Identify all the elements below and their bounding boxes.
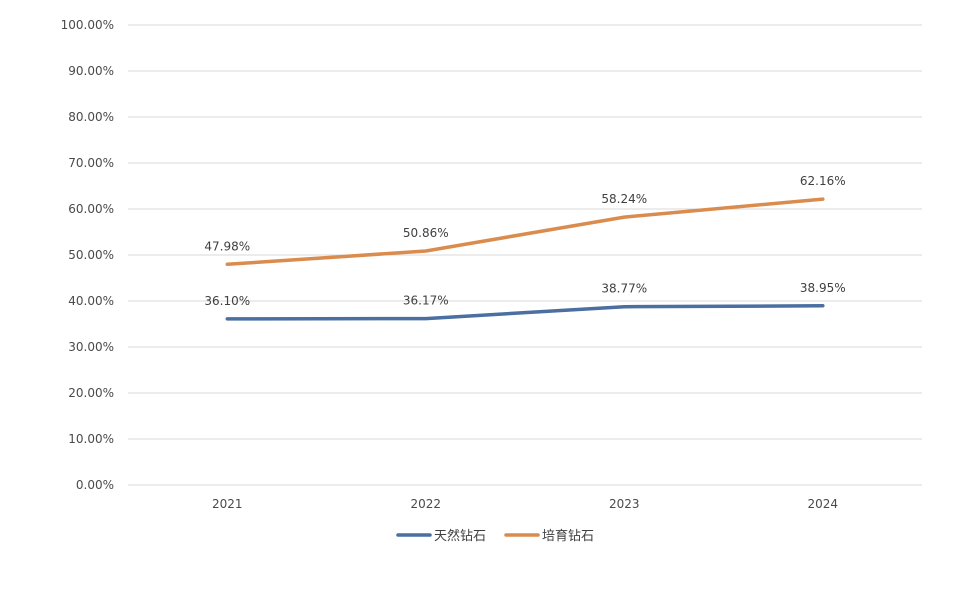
y-tick-label: 60.00% (68, 202, 114, 216)
y-axis-tick-labels: 0.00% 10.00% 20.00% 30.00% 40.00% 50.00% 60.00… (61, 18, 114, 492)
y-tick-label: 0.00% (76, 478, 114, 492)
data-labels: 36.10% 36.17% 38.77% 38.95% 47.98% 50.86% 58.2… (204, 174, 845, 308)
data-label: 50.86% (403, 226, 449, 240)
y-tick-label: 10.00% (68, 432, 114, 446)
data-label: 62.16% (800, 174, 846, 188)
x-tick-label: 2022 (410, 497, 441, 511)
y-tick-label: 40.00% (68, 294, 114, 308)
data-label: 36.17% (403, 294, 449, 308)
data-label: 58.24% (601, 192, 647, 206)
data-label: 36.10% (204, 294, 250, 308)
data-label: 38.77% (601, 282, 647, 296)
legend: 天然钻石 培育钻石 (398, 528, 594, 544)
data-label: 47.98% (204, 239, 250, 253)
x-tick-label: 2023 (609, 497, 640, 511)
y-tick-label: 20.00% (68, 386, 114, 400)
x-tick-label: 2021 (212, 497, 243, 511)
legend-label: 天然钻石 (434, 528, 486, 544)
y-tick-label: 30.00% (68, 340, 114, 354)
y-tick-label: 50.00% (68, 248, 114, 262)
y-tick-label: 80.00% (68, 110, 114, 124)
x-axis-tick-labels: 2021 2022 2023 2024 (212, 497, 838, 511)
data-label: 38.95% (800, 281, 846, 295)
gridlines (128, 25, 922, 485)
y-tick-label: 70.00% (68, 156, 114, 170)
x-tick-label: 2024 (807, 497, 838, 511)
series-line (227, 306, 823, 319)
y-tick-label: 90.00% (68, 64, 114, 78)
y-tick-label: 100.00% (61, 18, 114, 32)
legend-label: 培育钻石 (542, 528, 594, 544)
